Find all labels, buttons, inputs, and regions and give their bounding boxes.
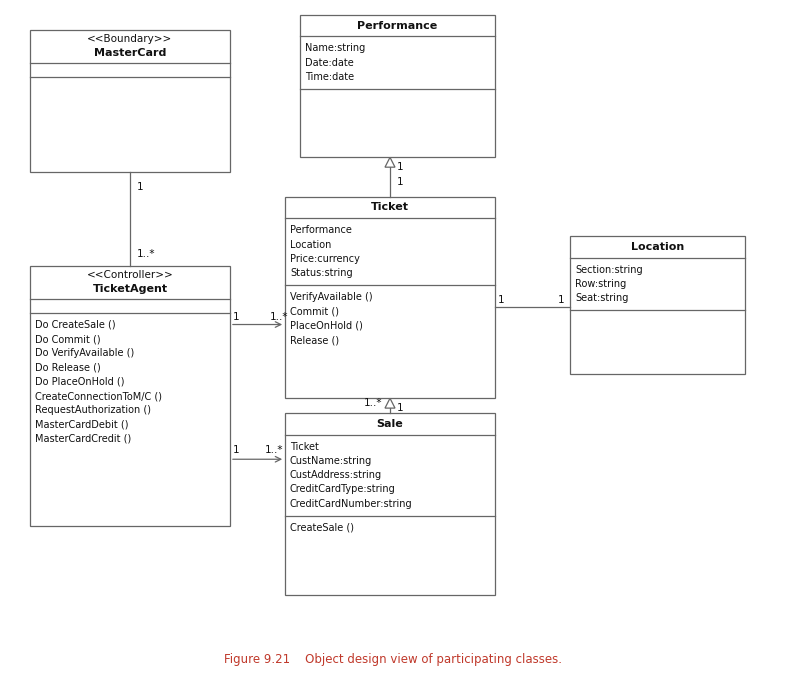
Text: RequestAuthorization (): RequestAuthorization () bbox=[35, 405, 151, 415]
Text: Sale: Sale bbox=[376, 419, 403, 429]
Text: 1: 1 bbox=[233, 445, 240, 456]
Bar bbox=[30, 29, 230, 172]
Text: CustName:string: CustName:string bbox=[290, 456, 373, 466]
Text: Commit (): Commit () bbox=[290, 307, 339, 316]
Text: 1..*: 1..* bbox=[265, 445, 284, 456]
Text: Time:date: Time:date bbox=[305, 72, 354, 82]
Text: Location: Location bbox=[631, 242, 684, 252]
Text: 1: 1 bbox=[498, 295, 505, 305]
Text: <<Controller>>: <<Controller>> bbox=[86, 271, 174, 280]
Text: 1..*: 1..* bbox=[364, 398, 383, 408]
Text: CreditCardNumber:string: CreditCardNumber:string bbox=[290, 498, 413, 509]
Text: CreditCardType:string: CreditCardType:string bbox=[290, 484, 395, 494]
Text: Ticket: Ticket bbox=[371, 203, 409, 212]
Text: CreateConnectionToM/C (): CreateConnectionToM/C () bbox=[35, 391, 162, 401]
Text: Do Commit (): Do Commit () bbox=[35, 334, 101, 344]
Text: Seat:string: Seat:string bbox=[575, 293, 628, 303]
Bar bbox=[570, 236, 745, 374]
Bar bbox=[285, 197, 495, 398]
Text: 1..*: 1..* bbox=[270, 311, 288, 322]
Text: Release (): Release () bbox=[290, 335, 339, 345]
Text: <<Boundary>>: <<Boundary>> bbox=[87, 34, 173, 44]
Text: Do Release (): Do Release () bbox=[35, 362, 101, 373]
Text: Performance: Performance bbox=[290, 225, 352, 235]
Text: Location: Location bbox=[290, 239, 332, 250]
Text: CustAddress:string: CustAddress:string bbox=[290, 471, 382, 480]
Text: Row:string: Row:string bbox=[575, 279, 626, 289]
Text: MasterCard: MasterCard bbox=[94, 48, 166, 58]
Text: Do CreateSale (): Do CreateSale () bbox=[35, 320, 116, 330]
Text: CreateSale (): CreateSale () bbox=[290, 523, 354, 533]
Text: Name:string: Name:string bbox=[305, 44, 365, 54]
Bar bbox=[300, 15, 495, 157]
Bar bbox=[30, 265, 230, 526]
Text: Figure 9.21    Object design view of participating classes.: Figure 9.21 Object design view of partic… bbox=[224, 653, 562, 666]
Text: MasterCardCredit (): MasterCardCredit () bbox=[35, 434, 131, 444]
Text: MasterCardDebit (): MasterCardDebit () bbox=[35, 420, 128, 430]
Text: 1: 1 bbox=[137, 182, 144, 192]
Text: Do VerifyAvailable (): Do VerifyAvailable () bbox=[35, 348, 134, 358]
Text: 1: 1 bbox=[233, 311, 240, 322]
Text: PlaceOnHold (): PlaceOnHold () bbox=[290, 321, 363, 330]
Text: Section:string: Section:string bbox=[575, 265, 643, 275]
Text: Status:string: Status:string bbox=[290, 268, 353, 278]
Text: VerifyAvailable (): VerifyAvailable () bbox=[290, 292, 373, 302]
Text: Date:date: Date:date bbox=[305, 58, 354, 68]
Text: 1..*: 1..* bbox=[137, 249, 156, 258]
Text: TicketAgent: TicketAgent bbox=[93, 284, 167, 294]
Polygon shape bbox=[385, 398, 395, 408]
Bar bbox=[285, 413, 495, 595]
Text: 1: 1 bbox=[397, 177, 404, 187]
Polygon shape bbox=[385, 157, 395, 167]
Text: Performance: Performance bbox=[358, 20, 438, 31]
Text: 1: 1 bbox=[558, 295, 564, 305]
Text: 1: 1 bbox=[397, 403, 404, 413]
Text: Do PlaceOnHold (): Do PlaceOnHold () bbox=[35, 377, 124, 387]
Text: 1: 1 bbox=[397, 162, 404, 172]
Text: Ticket: Ticket bbox=[290, 442, 319, 452]
Text: Price:currency: Price:currency bbox=[290, 254, 360, 264]
